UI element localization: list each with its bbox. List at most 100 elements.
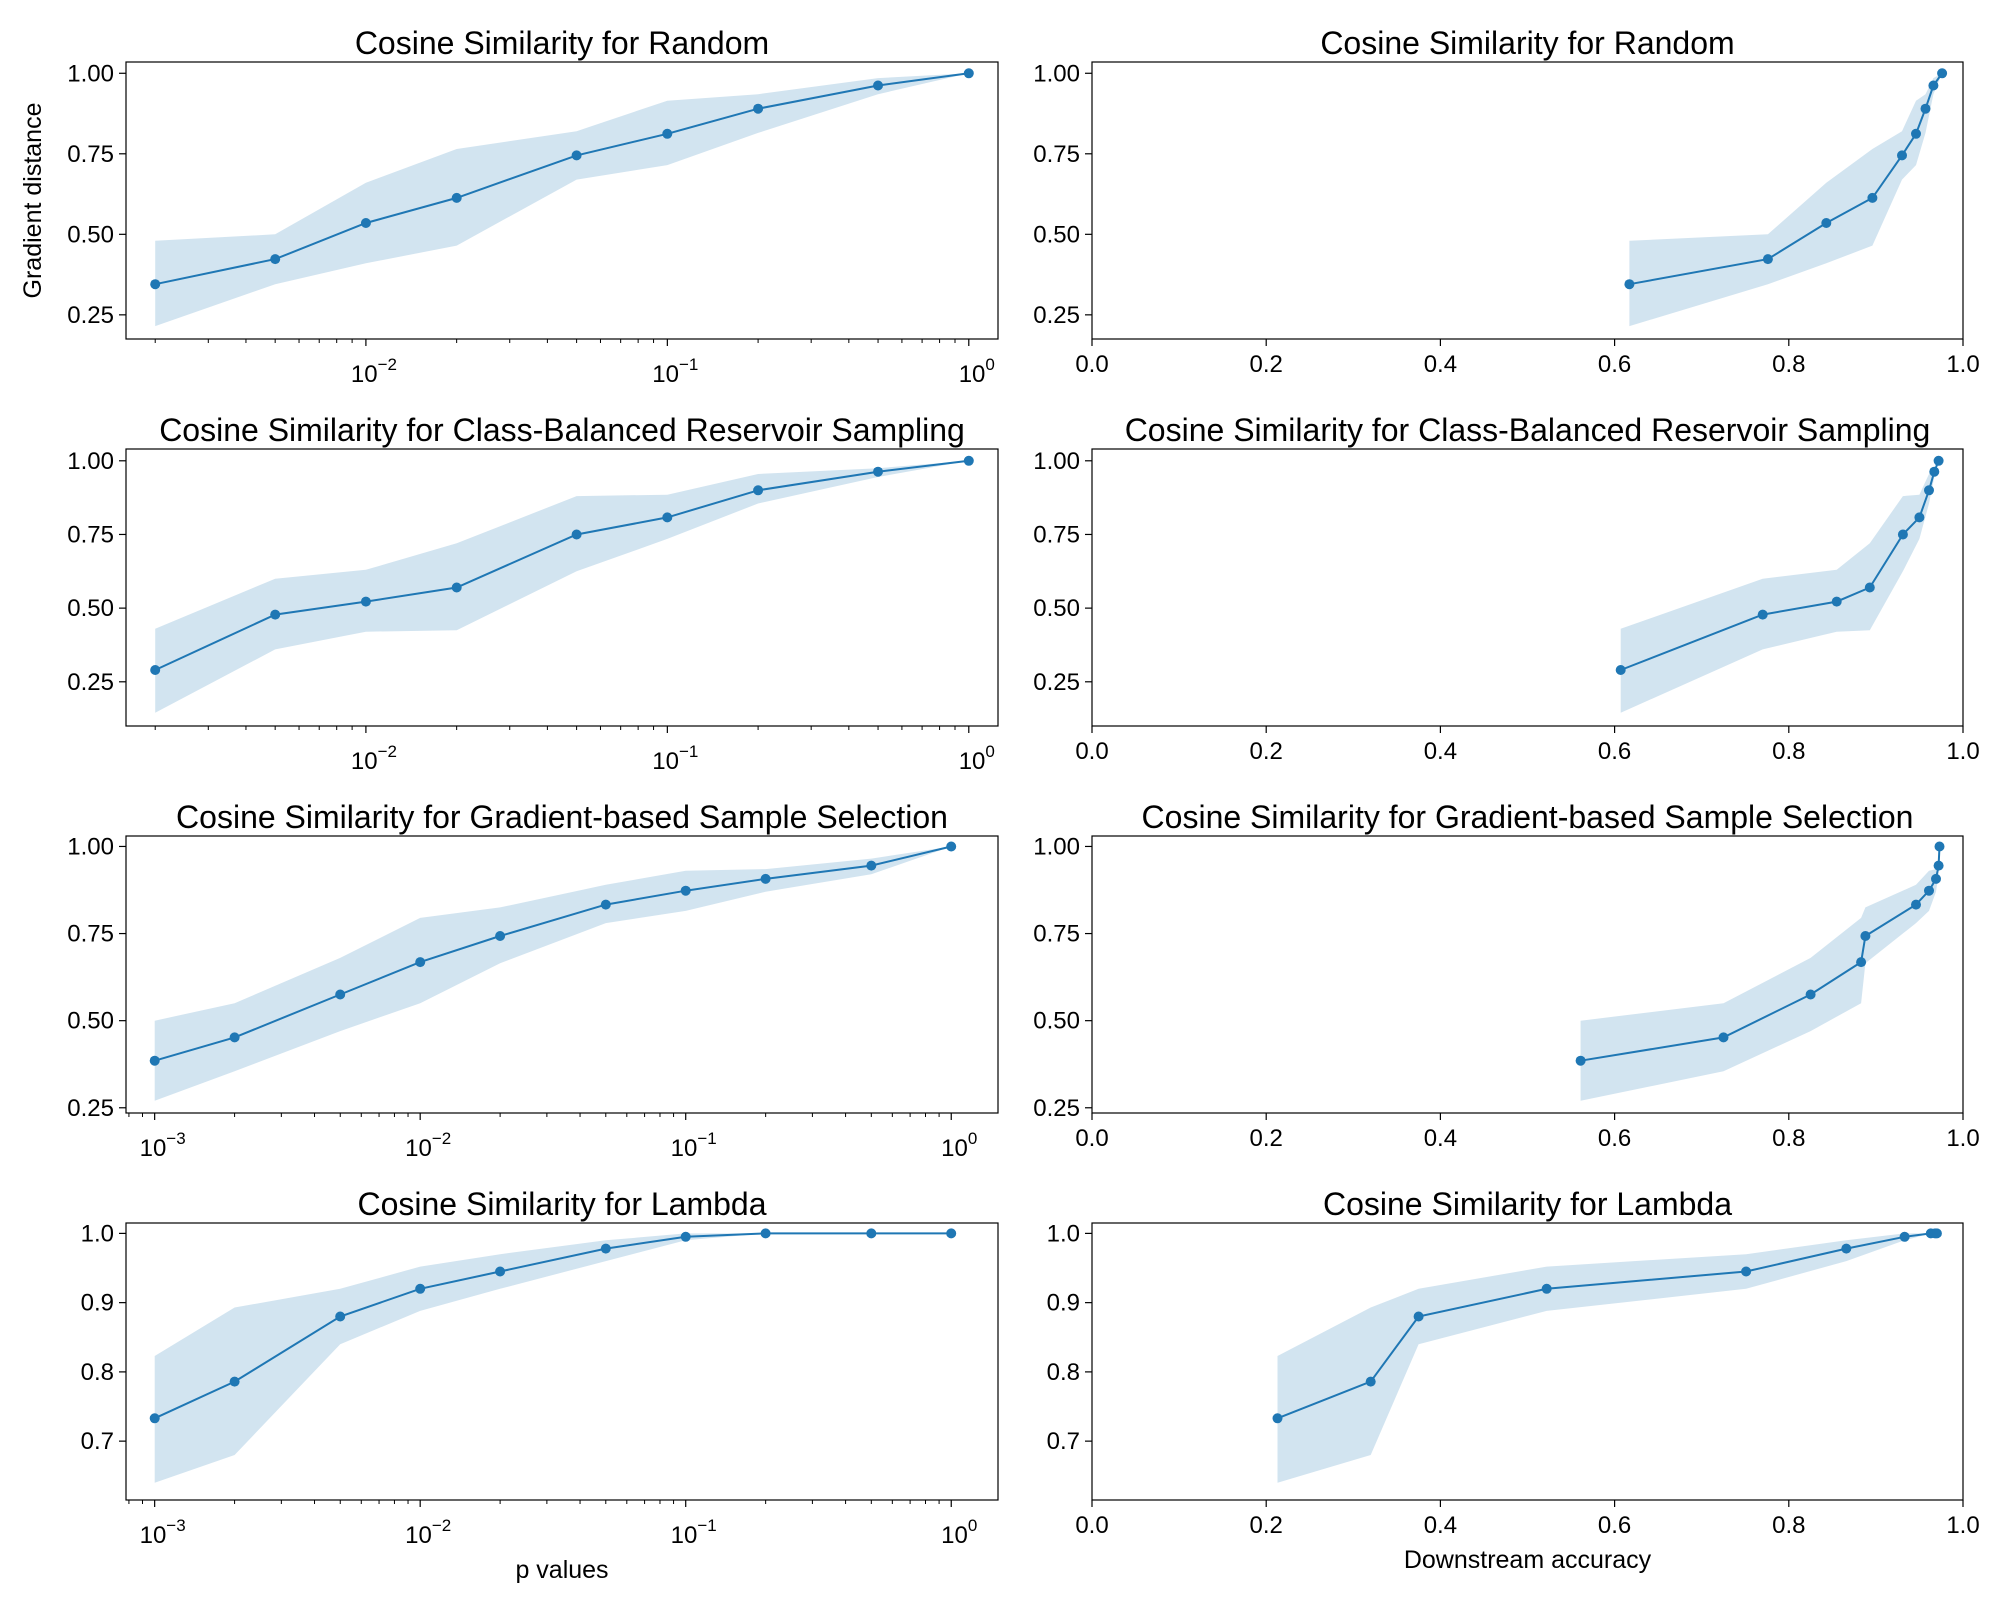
x-tick-exponent: −2 <box>378 355 397 374</box>
data-point <box>1911 899 1921 910</box>
x-tick-base: 10 <box>652 748 679 775</box>
x-tick-label: 0.0 <box>1075 1125 1108 1152</box>
x-tick-exponent: −1 <box>679 742 698 761</box>
chart-title: Cosine Similarity for Class-Balanced Res… <box>1125 412 1931 448</box>
data-point <box>1897 529 1908 540</box>
x-tick-base: 10 <box>671 1522 698 1549</box>
x-tick-label: 0.6 <box>1598 1512 1631 1539</box>
data-point <box>150 279 161 290</box>
x-tick-base: 10 <box>959 748 986 775</box>
data-point <box>1931 1228 1942 1239</box>
data-point <box>760 1228 771 1239</box>
x-tick-exponent: −3 <box>166 1516 185 1535</box>
x-tick-label: 10−2 <box>405 1516 451 1549</box>
x-tick-base: 10 <box>405 1522 432 1549</box>
x-tick-label: 10−1 <box>652 742 698 775</box>
data-point <box>270 254 281 265</box>
y-tick-label: 0.50 <box>1033 595 1080 622</box>
chart-panel: 0.7 0.8 0.9 1.0 0.0 0.2 0.4 0.6 0.8 1.0 Cosine Sim… <box>1047 1186 1980 1574</box>
data-point <box>1762 254 1773 265</box>
data-point <box>1924 485 1934 496</box>
data-point <box>680 885 691 896</box>
data-point <box>1931 873 1941 884</box>
x-tick-label: 100 <box>941 1516 977 1549</box>
x-tick-exponent: 0 <box>985 742 994 761</box>
x-tick-exponent: 0 <box>968 1516 977 1535</box>
plot-frame <box>1091 1222 1964 1501</box>
data-point <box>946 1228 957 1239</box>
data-point <box>149 1055 160 1066</box>
y-tick-label: 0.8 <box>1047 1359 1080 1386</box>
data-point <box>1821 218 1832 228</box>
x-axis-label: p values <box>515 1556 608 1584</box>
x-tick-label: 10−1 <box>671 1129 717 1162</box>
x-tick-label: 0.2 <box>1250 1512 1283 1539</box>
data-point <box>495 1266 506 1277</box>
x-tick-label: 0.4 <box>1424 1125 1457 1152</box>
data-point <box>270 609 281 620</box>
chart-title: Cosine Similarity for Gradient-based Sam… <box>176 799 948 835</box>
data-point <box>360 218 371 228</box>
confidence-band <box>155 460 969 713</box>
chart-title: Cosine Similarity for Random <box>1320 25 1734 61</box>
x-tick-label: 0.6 <box>1598 1125 1631 1152</box>
x-tick-label: 10−3 <box>140 1516 186 1549</box>
chart-title: Cosine Similarity for Class-Balanced Res… <box>159 412 965 448</box>
data-point <box>1856 957 1867 968</box>
y-tick-label: 0.50 <box>1033 221 1080 248</box>
x-tick-base: 10 <box>671 1135 698 1162</box>
x-tick-base: 10 <box>941 1522 968 1549</box>
chart-panel: 0.25 0.50 0.75 1.00 0.0 0.2 0.4 0.6 0.8 1.0 Cosine… <box>1033 412 1979 765</box>
plot-frame <box>125 835 999 1114</box>
y-tick-label: 1.0 <box>81 1220 114 1247</box>
x-tick-exponent: −2 <box>432 1516 451 1535</box>
data-point <box>662 128 673 139</box>
chart-title: Cosine Similarity for Gradient-based Sam… <box>1142 799 1914 835</box>
x-tick-label: 0.8 <box>1772 1125 1805 1152</box>
x-tick-base: 10 <box>140 1135 167 1162</box>
plot-frame <box>1091 448 1964 727</box>
data-point <box>415 1283 426 1294</box>
y-tick-label: 1.00 <box>1033 833 1080 860</box>
confidence-band <box>155 73 969 327</box>
y-tick-label: 0.75 <box>67 141 114 168</box>
x-tick-label: 0.8 <box>1772 351 1805 378</box>
x-tick-label: 1.0 <box>1946 1125 1979 1152</box>
y-tick-label: 0.50 <box>67 221 114 248</box>
data-point <box>1937 68 1948 79</box>
data-point <box>1575 1055 1586 1066</box>
data-point <box>229 1376 240 1387</box>
data-point <box>451 582 462 593</box>
confidence-band <box>154 1233 952 1483</box>
data-point <box>963 455 974 466</box>
y-tick-label: 0.9 <box>81 1290 114 1317</box>
x-tick-label: 0.8 <box>1772 738 1805 765</box>
y-tick-label: 0.25 <box>1033 669 1080 696</box>
plot-frame <box>125 1222 999 1501</box>
confidence-band <box>1620 460 1939 713</box>
y-tick-label: 1.0 <box>1047 1220 1080 1247</box>
data-point <box>1541 1283 1552 1294</box>
data-point <box>1928 80 1939 91</box>
data-point <box>335 1311 346 1322</box>
data-point <box>1864 582 1875 593</box>
x-tick-exponent: −1 <box>679 355 698 374</box>
data-point <box>571 150 582 161</box>
data-point <box>662 512 673 523</box>
x-tick-label: 10−2 <box>351 742 397 775</box>
x-tick-label: 10−2 <box>351 355 397 388</box>
data-point <box>571 529 582 540</box>
y-tick-label: 0.8 <box>81 1359 114 1386</box>
x-tick-label: 0.4 <box>1424 738 1457 765</box>
y-tick-label: 0.25 <box>67 1095 114 1122</box>
x-tick-label: 0.0 <box>1075 1512 1108 1539</box>
chart-title: Cosine Similarity for Lambda <box>357 1186 766 1222</box>
x-tick-base: 10 <box>941 1135 968 1162</box>
y-tick-label: 0.75 <box>1033 141 1080 168</box>
data-point <box>1920 103 1931 114</box>
